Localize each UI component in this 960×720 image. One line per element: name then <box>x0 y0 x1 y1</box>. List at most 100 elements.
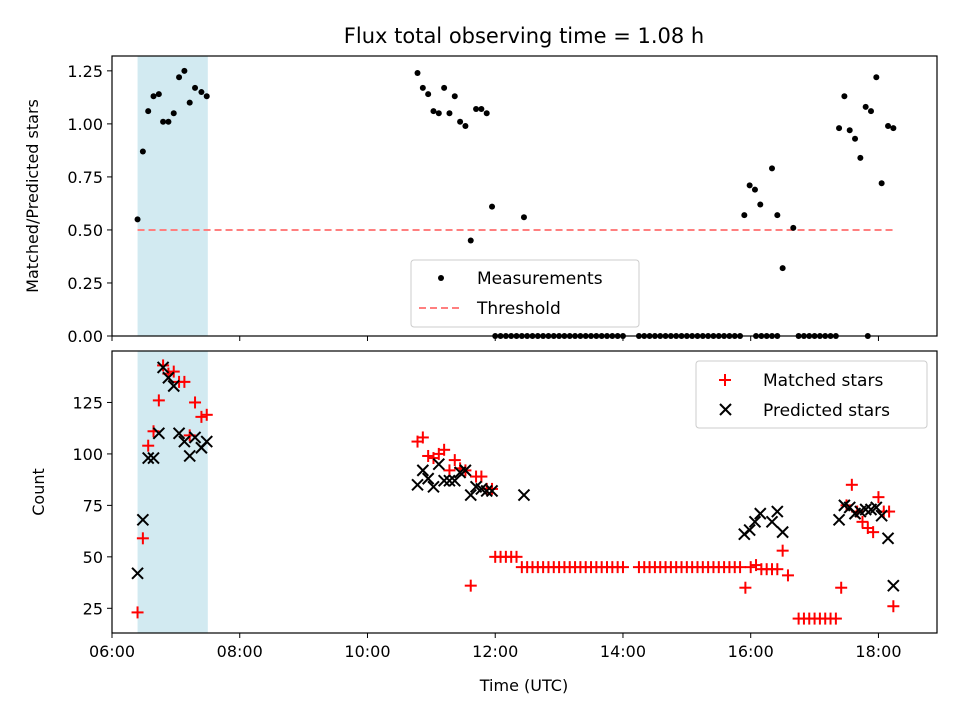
matched-star-point <box>422 449 435 462</box>
measurement-point <box>457 118 464 125</box>
measurement-point <box>836 125 843 132</box>
y-tick-label: 1.00 <box>67 115 103 134</box>
predicted-star-point <box>136 513 150 526</box>
matched-star-point <box>771 563 784 576</box>
measurement-point <box>462 123 469 129</box>
matched-star-point <box>510 550 523 563</box>
measurement-point <box>150 93 157 100</box>
y-tick-label: 100 <box>72 445 103 464</box>
predicted-star-point <box>141 451 155 465</box>
y-tick-label: 0.00 <box>67 327 103 346</box>
measurement-point <box>160 118 167 125</box>
ratio-panel: 0.00 0.25 0.50 0.75 1.00 1.25 Matched/Predict… <box>23 55 938 346</box>
predicted-star-point <box>517 488 531 502</box>
predicted-star-point <box>448 474 461 487</box>
matched-star-point <box>178 375 191 388</box>
x-tick-label: 18:00 <box>855 642 901 661</box>
x-tick-label: 14:00 <box>600 642 646 661</box>
count-y-ticks: 25 50 75 100 125 <box>72 393 112 618</box>
measurement-point <box>890 125 897 132</box>
predicted-star-point <box>167 379 180 393</box>
measurement-point <box>192 84 199 91</box>
matched-star-point <box>856 515 869 528</box>
measurement-point <box>852 135 859 142</box>
measurement-point <box>520 214 527 221</box>
predicted-star-point <box>432 458 446 471</box>
predicted-star-point <box>459 464 472 477</box>
matched-star-point <box>734 561 747 574</box>
matched-star-point <box>867 526 880 539</box>
measurement-point <box>467 237 474 244</box>
predicted-star-point <box>859 503 872 516</box>
count-panel-frame <box>111 350 938 634</box>
predicted-star-point <box>443 474 456 487</box>
matched-star-point <box>152 394 165 407</box>
predicted-star-point <box>485 484 499 498</box>
measurement-point <box>170 110 177 117</box>
measurement-point <box>435 110 442 117</box>
measurement-point <box>873 74 880 81</box>
measurement-point <box>145 108 152 115</box>
y-tick-label: 75 <box>83 496 103 515</box>
ratio-y-ticks: 0.00 0.25 0.50 0.75 1.00 1.25 <box>67 62 112 346</box>
matched-star-point <box>200 408 213 421</box>
predicted-legend-marker <box>719 403 732 416</box>
matched-star-point <box>739 581 752 594</box>
matched-star-point <box>776 544 789 557</box>
measurement-point <box>741 212 748 219</box>
matched-star-point <box>195 410 208 423</box>
matched-star-point <box>438 443 451 456</box>
predicted-star-point <box>771 505 784 518</box>
matched-star-point <box>475 470 488 483</box>
predicted-star-point <box>870 501 883 514</box>
measurement-point <box>430 108 437 115</box>
count-legend-box <box>695 360 928 429</box>
measurement-point <box>790 224 797 231</box>
predicted-star-point <box>464 488 477 502</box>
measurement-point <box>473 106 480 113</box>
matched-star-point <box>443 464 456 477</box>
measurements-legend-label: Measurements <box>477 269 603 289</box>
matched-star-point <box>835 581 848 594</box>
predicted-star-point <box>172 427 186 440</box>
measurement-point <box>176 74 183 81</box>
predicted-star-point <box>776 525 789 539</box>
predicted-star-point <box>754 507 767 520</box>
measurement-point <box>186 99 193 106</box>
count-marks <box>131 359 900 625</box>
measurement-point <box>451 93 458 100</box>
predicted-star-point <box>152 427 166 440</box>
y-tick-label: 1.25 <box>67 62 103 81</box>
observing-span <box>137 351 208 633</box>
measurement-point <box>757 201 764 208</box>
threshold-legend-label: Threshold <box>476 299 561 319</box>
y-tick-label: 50 <box>83 548 103 567</box>
measurement-point <box>198 89 205 96</box>
measurement-point <box>134 216 141 223</box>
measurement-point <box>751 186 758 193</box>
predicted-star-point <box>411 478 424 492</box>
measurement-point <box>441 84 448 91</box>
predicted-star-point <box>765 515 779 529</box>
matched-star-point <box>167 365 180 378</box>
measurement-point <box>878 180 885 187</box>
predicted-star-point <box>743 523 756 537</box>
predicted-star-point <box>437 474 451 487</box>
x-tick-label: 06:00 <box>89 642 135 661</box>
predicted-star-point <box>178 435 191 448</box>
predicted-star-point <box>832 513 846 526</box>
measurement-point <box>446 110 453 117</box>
predicted-star-point <box>416 464 430 477</box>
measurement-point <box>203 93 210 100</box>
matched-star-point <box>872 491 885 504</box>
matched-star-point <box>157 359 170 372</box>
count-legend: Matched stars Predicted stars <box>695 360 928 429</box>
measurement-point <box>841 93 848 100</box>
predicted-star-point <box>162 371 175 384</box>
observing-span <box>137 56 208 336</box>
measurement-point <box>489 203 496 210</box>
predicted-star-point <box>200 435 213 448</box>
measurement-point <box>478 106 485 113</box>
measurement-point <box>885 123 892 129</box>
matched-legend-label: Matched stars <box>763 371 883 391</box>
